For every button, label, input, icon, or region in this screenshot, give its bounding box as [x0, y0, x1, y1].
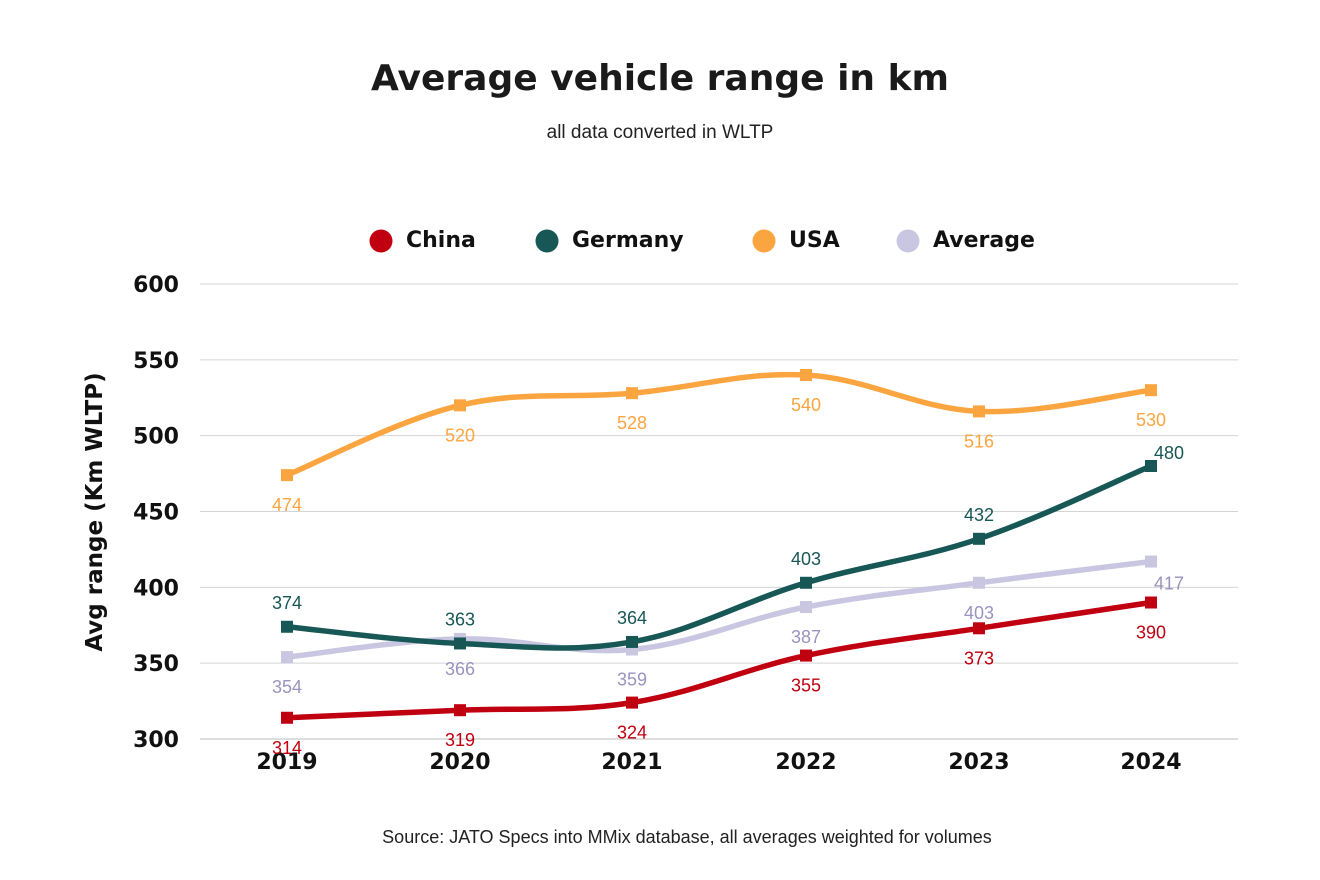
- data-label-usa: 520: [445, 425, 475, 445]
- legend-marker: [535, 229, 559, 253]
- data-point-average: [800, 601, 812, 614]
- data-label-germany: 403: [791, 549, 821, 569]
- legend-label: Average: [933, 228, 1035, 253]
- data-point-germany: [1145, 460, 1157, 472]
- legend: China Germany USA Average: [369, 228, 1035, 253]
- series-line-usa: [284, 371, 1154, 478]
- data-label-average: 359: [617, 670, 647, 690]
- data-label-average: 354: [272, 677, 302, 697]
- series-lines: [284, 371, 1154, 721]
- data-label-germany: 480: [1154, 443, 1184, 463]
- data-point-usa: [800, 369, 812, 381]
- data-label-average: 417: [1154, 574, 1184, 594]
- y-tick-label: 600: [133, 273, 179, 298]
- data-labels: 314 319 324 355 373 390 374 363 364 403 432 480 474 5…: [272, 395, 1184, 758]
- data-point-germany: [281, 620, 293, 633]
- data-label-germany: 363: [445, 609, 475, 629]
- data-label-usa: 530: [1136, 410, 1166, 430]
- x-tick-label: 2020: [429, 750, 490, 775]
- data-point-usa: [1145, 384, 1157, 397]
- data-label-germany: 432: [964, 505, 994, 525]
- data-point-germany: [973, 532, 985, 545]
- legend-marker: [752, 229, 776, 253]
- data-label-china: 355: [791, 676, 821, 696]
- x-tick-label: 2019: [256, 750, 317, 775]
- data-label-china: 373: [964, 648, 994, 668]
- data-label-usa: 540: [791, 395, 821, 415]
- data-label-usa: 474: [272, 495, 302, 515]
- legend-marker: [896, 229, 920, 253]
- x-axis-ticks: 2019 2020 2021 2022 2023 2024: [256, 750, 1181, 775]
- data-point-average: [281, 651, 293, 664]
- x-tick-label: 2021: [601, 750, 662, 775]
- data-label-average: 387: [791, 627, 821, 647]
- x-tick-label: 2023: [948, 750, 1009, 775]
- data-label-china: 390: [1136, 623, 1166, 643]
- data-label-china: 324: [617, 723, 647, 743]
- y-tick-label: 550: [133, 349, 179, 374]
- data-point-china: [800, 649, 812, 662]
- series-line-china: [284, 599, 1154, 721]
- legend-label: USA: [789, 228, 840, 253]
- gridlines: [200, 283, 1238, 740]
- y-tick-label: 350: [133, 652, 179, 677]
- data-point-china: [626, 696, 638, 709]
- x-tick-label: 2024: [1120, 750, 1181, 775]
- data-point-germany: [454, 637, 466, 650]
- data-label-germany: 364: [617, 608, 647, 628]
- series-line-germany: [284, 463, 1154, 651]
- data-point-china: [281, 711, 293, 724]
- data-label-usa: 516: [964, 431, 994, 451]
- data-point-average: [973, 576, 985, 589]
- y-tick-label: 400: [133, 576, 179, 601]
- data-point-china: [454, 704, 466, 717]
- data-label-china: 314: [272, 738, 302, 758]
- data-label-average: 366: [445, 659, 475, 679]
- legend-label: Germany: [572, 228, 684, 253]
- chart-title: Average vehicle range in km: [370, 58, 950, 99]
- source-note: Source: JATO Specs into MMix database, a…: [382, 827, 992, 847]
- data-point-germany: [800, 576, 812, 589]
- data-point-usa: [626, 387, 638, 400]
- data-point-usa: [973, 405, 985, 418]
- data-label-germany: 374: [272, 593, 302, 613]
- legend-label: China: [406, 228, 476, 253]
- data-point-germany: [626, 635, 638, 648]
- y-tick-label: 300: [133, 728, 179, 753]
- data-point-average: [1145, 555, 1157, 568]
- series-markers: [281, 369, 1157, 724]
- data-point-usa: [281, 469, 293, 482]
- legend-marker: [369, 229, 393, 253]
- x-tick-label: 2022: [775, 750, 836, 775]
- data-label-usa: 528: [617, 413, 647, 433]
- data-point-china: [1145, 596, 1157, 609]
- data-label-average: 403: [964, 603, 994, 623]
- y-tick-label: 450: [133, 501, 179, 526]
- data-label-china: 319: [445, 730, 475, 750]
- y-axis-ticks: 300 350 400 450 500 550 600: [133, 273, 179, 753]
- chart-subtitle: all data converted in WLTP: [546, 122, 774, 143]
- data-point-china: [973, 622, 985, 635]
- data-point-usa: [454, 399, 466, 412]
- y-axis-label: Avg range (Km WLTP): [82, 372, 108, 651]
- y-tick-label: 500: [133, 425, 179, 450]
